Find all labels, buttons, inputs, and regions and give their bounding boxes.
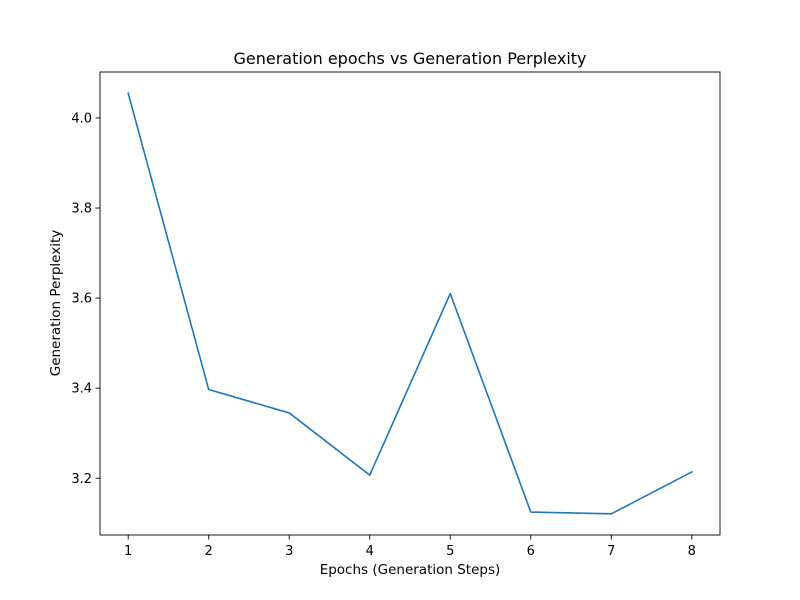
x-tick-label: 4 — [366, 544, 374, 559]
y-axis-label: Generation Perplexity — [48, 230, 64, 377]
x-tick-label: 1 — [124, 544, 132, 559]
y-tick-label: 3.2 — [71, 472, 92, 487]
x-tick-label: 8 — [688, 544, 696, 559]
y-tick-label: 3.8 — [71, 202, 92, 217]
x-tick-label: 3 — [285, 544, 293, 559]
y-tick-label: 3.4 — [71, 382, 92, 397]
plot-frame — [99, 71, 721, 536]
chart-title: Generation epochs vs Generation Perplexi… — [233, 49, 586, 68]
x-tick-label: 7 — [607, 544, 615, 559]
x-tick-label: 5 — [446, 544, 454, 559]
y-tick-label: 3.6 — [71, 292, 92, 307]
series-line — [127, 92, 693, 515]
x-tick-label: 6 — [527, 544, 535, 559]
x-axis-label: Epochs (Generation Steps) — [320, 562, 501, 578]
y-tick-label: 4.0 — [71, 111, 92, 126]
plot-area: 1 2 3 4 5 6 7 8 3.2 3.4 3.6 3.8 4.0 — [71, 71, 721, 559]
x-tick-label: 2 — [205, 544, 213, 559]
